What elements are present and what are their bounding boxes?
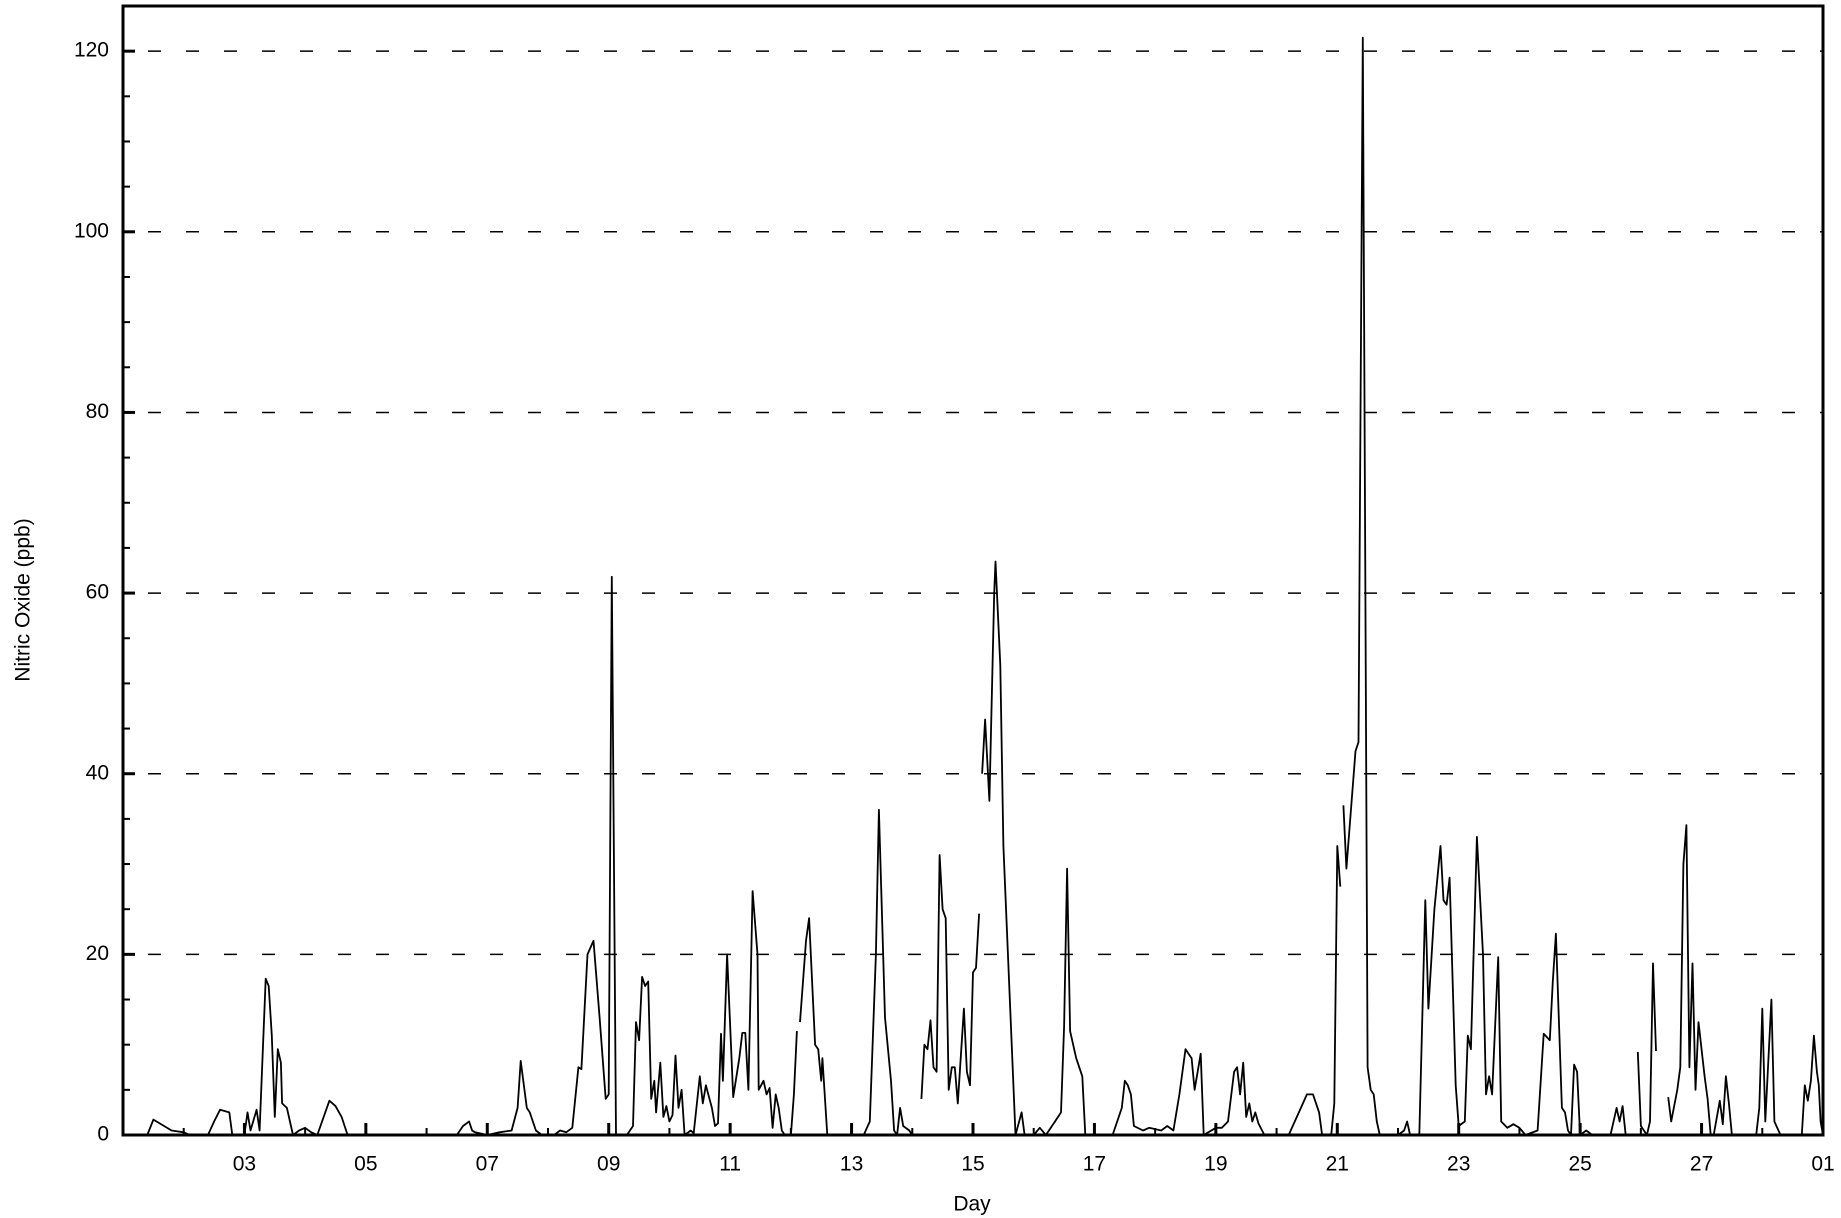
x-tick-label: 23 [1447,1153,1470,1176]
x-tick-label: 17 [1083,1153,1106,1176]
y-tick-label: 80 [86,400,109,423]
y-tick-label: 0 [97,1123,109,1146]
plot-frame [121,4,1825,1137]
x-tick-label: 13 [840,1153,863,1176]
x-tick-label: 19 [1204,1153,1227,1176]
y-tick-label: 100 [74,219,109,242]
y-tick-label: 20 [86,942,109,965]
x-tick-label: 27 [1690,1153,1713,1176]
x-tick-label: 05 [354,1153,377,1176]
x-tick-label: 01 [1811,1153,1834,1176]
x-tick-label: 09 [597,1153,620,1176]
x-tick-label: 21 [1326,1153,1349,1176]
x-tick-label: 25 [1568,1153,1591,1176]
data-line [123,36,1824,1136]
x-tick-label: 07 [476,1153,499,1176]
y-tick-label: 120 [74,39,109,62]
x-tick-label: 11 [719,1153,741,1176]
y-tick-label: 60 [86,581,109,604]
x-axis-label: Day [953,1193,991,1216]
x-tick-label: 03 [233,1153,256,1176]
y-tick-label: 40 [86,761,109,784]
y-axis-label: Nitric Oxide (ppb) [12,518,35,681]
x-tick-label: 15 [961,1153,984,1176]
